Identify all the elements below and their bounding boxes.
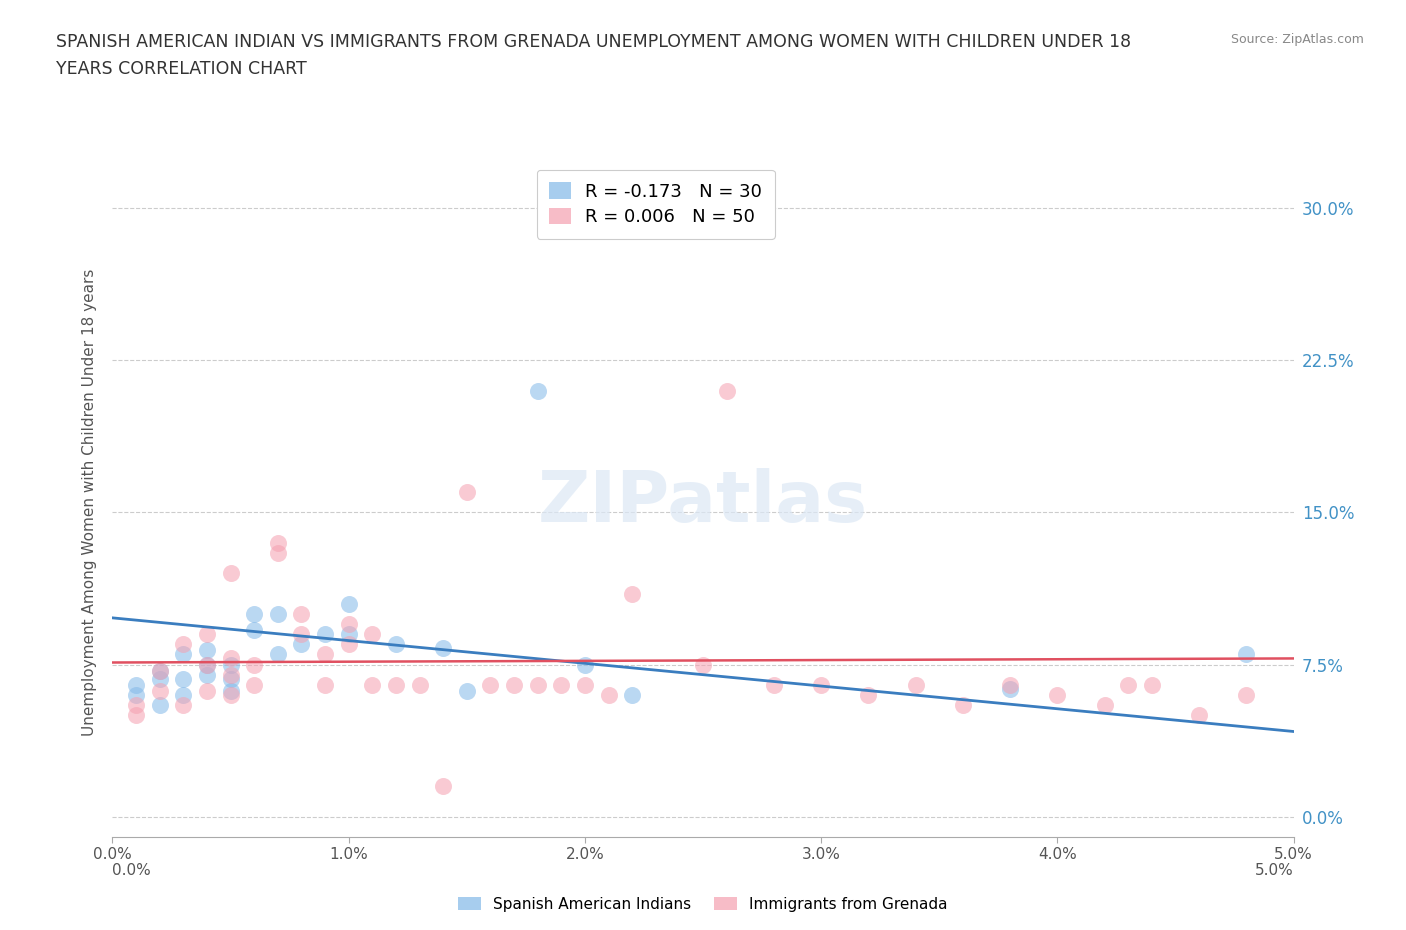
Point (267, 536, 290, 551)
Point (385, 637, 408, 652)
Point (243, 677, 266, 692)
Point (574, 658, 596, 672)
Point (172, 647, 194, 662)
Point (432, 641, 454, 656)
Point (598, 687, 620, 702)
Point (952, 698, 974, 712)
Point (314, 627, 336, 642)
Point (716, 383, 738, 398)
Point (456, 684, 478, 698)
Point (479, 677, 502, 692)
Point (692, 658, 714, 672)
Point (243, 622, 266, 637)
Point (219, 687, 242, 702)
Point (904, 677, 927, 692)
Point (219, 651, 242, 666)
Y-axis label: Unemployment Among Women with Children Under 18 years: Unemployment Among Women with Children U… (82, 269, 97, 736)
Point (149, 663, 172, 678)
Point (337, 617, 360, 631)
Point (172, 698, 194, 712)
Point (290, 606, 312, 621)
Point (574, 677, 596, 692)
Legend: R = -0.173   N = 30, R = 0.006   N = 50: R = -0.173 N = 30, R = 0.006 N = 50 (537, 170, 775, 239)
Point (125, 677, 148, 692)
Point (290, 627, 312, 642)
Point (243, 606, 266, 621)
Point (621, 586, 644, 601)
Point (1140, 677, 1163, 692)
Point (337, 637, 360, 652)
Point (149, 684, 172, 698)
Point (408, 677, 430, 692)
Point (361, 677, 384, 692)
Point (195, 643, 218, 658)
Point (219, 565, 242, 580)
Point (432, 778, 454, 793)
Point (149, 671, 172, 686)
Point (314, 677, 336, 692)
Point (243, 658, 266, 672)
Point (337, 596, 360, 611)
Point (219, 684, 242, 698)
Point (550, 677, 572, 692)
Point (290, 637, 312, 652)
Point (998, 677, 1021, 692)
Point (267, 647, 290, 662)
Point (858, 687, 880, 702)
Text: 5.0%: 5.0% (1254, 863, 1294, 878)
Point (219, 671, 242, 686)
Point (762, 677, 785, 692)
Point (125, 708, 148, 723)
Point (526, 383, 548, 398)
Text: SPANISH AMERICAN INDIAN VS IMMIGRANTS FROM GRENADA UNEMPLOYMENT AMONG WOMEN WITH: SPANISH AMERICAN INDIAN VS IMMIGRANTS FR… (56, 33, 1132, 50)
Point (267, 546, 290, 561)
Text: Source: ZipAtlas.com: Source: ZipAtlas.com (1230, 33, 1364, 46)
Point (1046, 687, 1069, 702)
Point (149, 698, 172, 712)
Point (1234, 647, 1257, 662)
Point (526, 677, 548, 692)
Point (267, 606, 290, 621)
Text: ZIPatlas: ZIPatlas (538, 468, 868, 537)
Point (456, 485, 478, 499)
Point (195, 658, 218, 672)
Point (1234, 687, 1257, 702)
Point (195, 627, 218, 642)
Legend: Spanish American Indians, Immigrants from Grenada: Spanish American Indians, Immigrants fro… (451, 890, 955, 918)
Point (337, 627, 360, 642)
Point (810, 677, 832, 692)
Point (361, 627, 384, 642)
Point (1094, 698, 1116, 712)
Point (172, 637, 194, 652)
Point (503, 677, 526, 692)
Point (621, 687, 644, 702)
Point (219, 658, 242, 672)
Point (195, 667, 218, 682)
Point (1188, 708, 1211, 723)
Point (195, 658, 218, 672)
Point (149, 663, 172, 678)
Point (125, 687, 148, 702)
Text: YEARS CORRELATION CHART: YEARS CORRELATION CHART (56, 60, 307, 78)
Point (125, 698, 148, 712)
Point (195, 684, 218, 698)
Point (998, 682, 1021, 697)
Point (172, 671, 194, 686)
Point (385, 677, 408, 692)
Point (1116, 677, 1139, 692)
Point (314, 647, 336, 662)
Text: 0.0%: 0.0% (112, 863, 152, 878)
Point (172, 687, 194, 702)
Point (219, 667, 242, 682)
